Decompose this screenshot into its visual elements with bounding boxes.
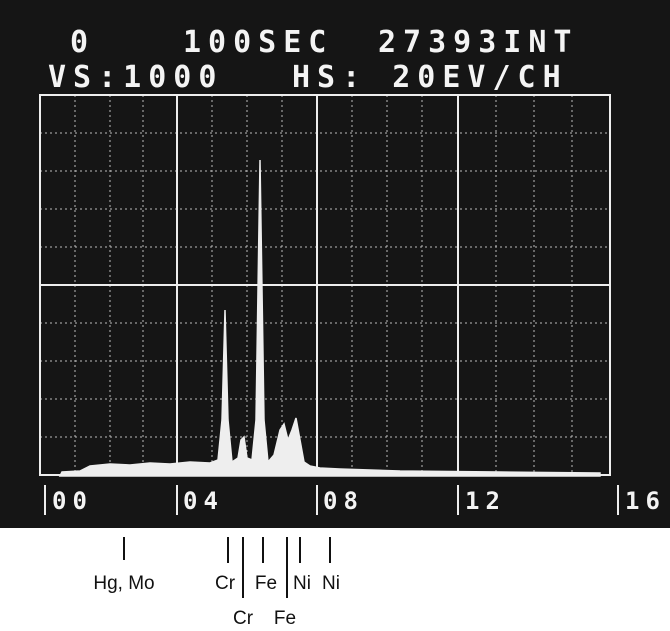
peak-label: Fe — [274, 608, 296, 629]
counter: 0 — [70, 25, 95, 60]
horizontal-scale: HS: 20EV/CH — [292, 60, 568, 95]
page: 0 100SEC 27393INT VS:1000 HS: 20EV/CH 00… — [0, 0, 670, 631]
peak-label: Cr — [215, 573, 236, 594]
peak-label: Ni — [322, 573, 340, 594]
axis-label: 12 — [465, 487, 506, 515]
axis-label: 08 — [323, 487, 364, 515]
peak-label: Fe — [255, 573, 277, 594]
integral: 27393INT — [378, 25, 579, 60]
axis-label: 16 — [625, 487, 666, 515]
axis-label: 04 — [183, 487, 224, 515]
time: 100SEC — [183, 25, 333, 60]
vertical-scale: VS:1000 — [48, 60, 223, 95]
peak-label: Ni — [293, 573, 311, 594]
peak-label: Cr — [233, 608, 254, 629]
peak-label: Hg, Mo — [93, 573, 154, 594]
axis-label: 00 — [52, 487, 93, 515]
